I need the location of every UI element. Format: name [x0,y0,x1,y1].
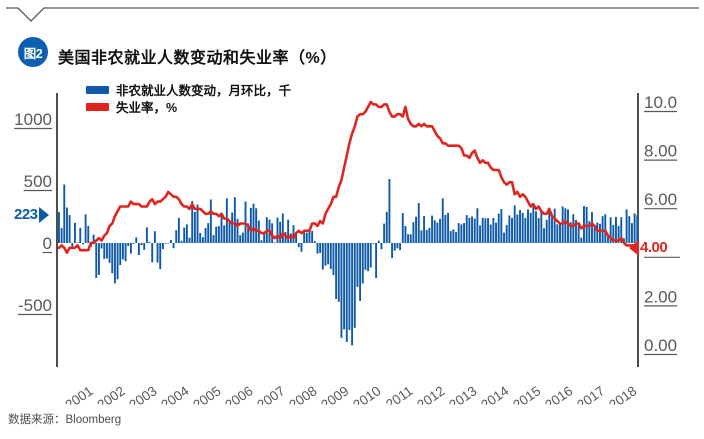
x-tick-label: 2004 [158,383,192,405]
x-tick-label: 2001 [63,383,96,405]
unemployment-line [57,100,639,254]
x-tick-label: 2018 [606,383,639,405]
x-tick-label: 2007 [254,383,287,405]
x-tick-label: 2017 [574,383,607,405]
x-tick-label: 2006 [222,383,255,405]
triangle-left-icon [629,239,639,256]
right-tick-label: 0.00 [644,336,677,355]
left-tick-label: 0 [43,234,52,253]
x-tick-label: 2011 [383,383,415,405]
right-tick-label: 6.00 [644,190,677,209]
x-tick-label: 2014 [478,383,512,405]
legend-label-unemployment: 失业率，% [116,101,178,115]
right-tick-label: 2.00 [644,287,677,306]
left-tick-label: 1000 [14,110,52,129]
latest-rate-value: 4.00 [640,239,668,256]
latest-payroll-marker: 223 [14,206,49,223]
x-tick-label: 2012 [414,383,447,405]
x-tick-label: 2015 [510,383,543,405]
legend-label-payrolls: 非农就业人数变动，月环比，千 [116,84,292,98]
x-tick-label: 2009 [318,383,351,405]
chart-canvas: 1000 500 0 -500 10.0 8.00 6.00 2.00 0.00 20012002… [14,93,680,405]
left-tick-label: 500 [24,172,52,191]
x-tick-label: 2003 [126,383,159,405]
page-title: 美国非农就业人数变动和失业率（%） [58,50,337,67]
triangle-right-icon [38,206,49,223]
latest-rate-marker: 4.00 [629,239,668,256]
x-tick-label: 2005 [190,383,223,405]
legend: 非农就业人数变动，月环比，千 失业率，% [86,81,291,115]
right-tick-label: 10.0 [644,93,677,112]
right-tick-label: 8.00 [644,142,677,161]
top-rule [6,7,699,22]
x-tick-label: 2002 [95,383,128,405]
unemployment-swatch-icon [86,102,109,111]
x-tick-label: 2010 [350,383,383,405]
legend-item-unemployment: 失业率，% [86,98,291,115]
x-tick-label: 2013 [446,383,479,405]
latest-payroll-value: 223 [14,206,38,223]
legend-item-payrolls: 非农就业人数变动，月环比，千 [86,81,291,98]
x-tick-label: 2008 [286,383,319,405]
top-rule-line [6,7,699,22]
payrolls-swatch-icon [86,85,109,94]
x-tick-label: 2016 [542,383,575,405]
payroll-bars [58,179,639,346]
source-text: 数据来源：Bloomberg [8,414,122,426]
left-tick-label: -500 [18,296,52,315]
figure-badge: 图2 [18,37,48,67]
